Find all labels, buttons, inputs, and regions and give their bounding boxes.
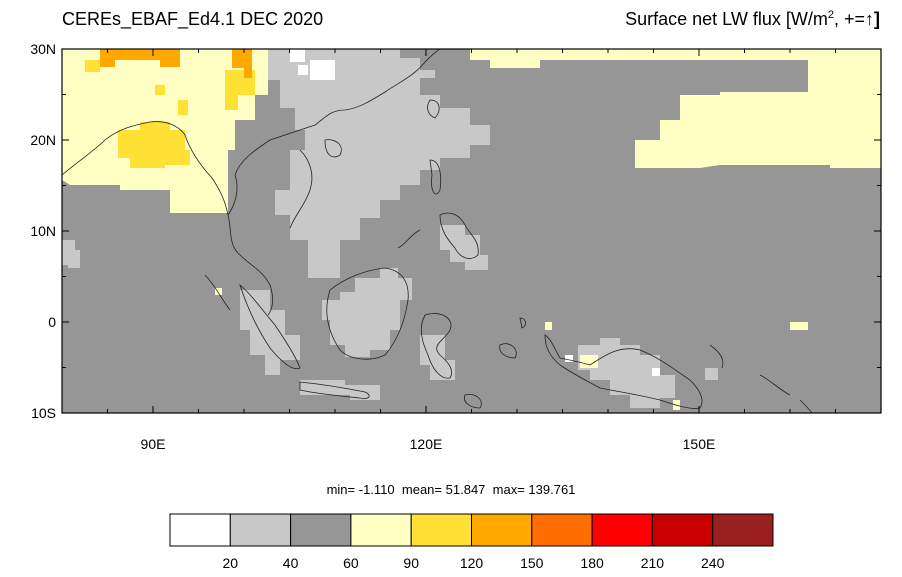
colorbar-label: 60 [343,555,359,571]
region-n-yellow-3 [178,100,188,115]
plot-title-right: Surface net LW flux [W/m2, +=↑] [625,9,880,29]
colorbar-label: 210 [641,555,665,571]
axis-ticks: 90E 120E 150E 30N 20N 10N 0 10S [30,41,882,452]
region-ne-orange [232,49,252,78]
region-philippines-light-gray [440,225,488,270]
lon-tick-label: 90E [141,436,166,452]
region-java-light-gray [300,380,380,400]
region-n-yellow-2 [225,70,255,110]
colorbar-box [229,513,292,547]
region-new-guinea-light-gray [578,338,675,408]
region-pacific-mid-light-yellow [490,60,540,68]
colorbar-box [651,513,714,547]
region-white-1 [290,49,305,62]
region-white-3 [298,65,308,75]
region-pacific-strip-light-yellow [470,49,808,60]
region-white-4 [652,368,660,376]
colorbar-label: 150 [520,555,544,571]
stats-line: min= -1.110 mean= 51.847 max= 139.761 [326,482,576,497]
lon-tick-label: 120E [410,436,443,452]
region-nw-orange [100,49,180,67]
field-layer [62,49,881,410]
colorbar-box [410,513,473,547]
region-pacific-light-yellow [635,49,881,168]
lat-tick-label: 10N [30,223,56,239]
region-cell-yellow-1 [790,322,808,330]
region-n-yellow-1 [85,60,100,72]
colorbar-box [712,513,774,547]
region-cell-gray-2 [68,250,80,268]
colorbar-box [290,513,352,547]
region-white-2 [310,60,335,80]
colorbar-label: 90 [403,555,419,571]
region-cell-yellow-4 [545,322,552,330]
coastlines [62,49,813,413]
lat-tick-label: 20N [30,132,56,148]
region-n-yellow-4 [155,85,165,95]
region-cell-gray-3 [705,368,718,380]
region-sumatra-light-gray [240,290,300,375]
colorbar-label: 20 [223,555,239,571]
region-bay-yellow [118,122,190,168]
colorbar-box [531,513,593,547]
colorbar-label: 180 [580,555,604,571]
region-sulawesi-light-gray [420,335,455,380]
colorbar-box [471,513,533,547]
lat-tick-label: 0 [48,314,56,330]
region-cell-yellow-2 [580,355,598,368]
region-borneo-light-gray [322,268,412,357]
colorbar-label: 40 [283,555,299,571]
colorbar-box [350,513,412,547]
lat-tick-label: 30N [30,41,56,57]
colorbar-label: 120 [460,555,484,571]
region-south-china-light-gray [268,49,490,278]
lon-tick-label: 150E [683,436,716,452]
colorbar-label: 240 [701,555,725,571]
plot-title-left: CEREs_EBAF_Ed4.1 DEC 2020 [62,9,324,29]
lat-tick-label: 10S [31,405,56,421]
colorbar-box [591,513,653,547]
colorbar-box [169,513,231,547]
